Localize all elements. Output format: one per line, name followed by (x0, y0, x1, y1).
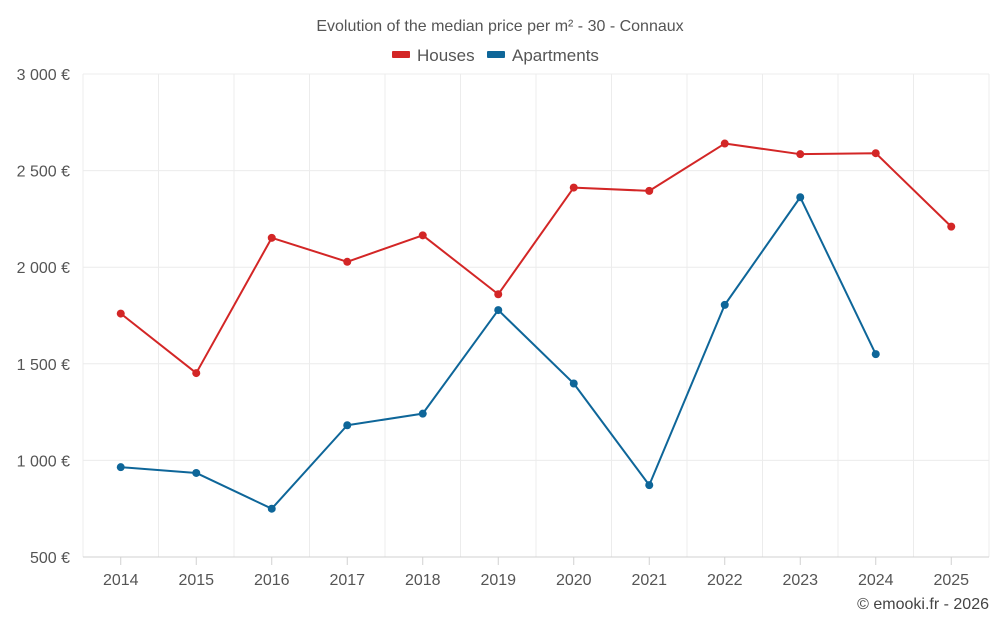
y-tick-label-500: 500 € (30, 550, 70, 567)
y-tick-label-1500: 1 500 € (17, 357, 70, 374)
series-line-houses (120, 142, 952, 375)
legend-label-apartments: Apartments (512, 46, 599, 65)
x-tick-label-2020: 2020 (556, 572, 592, 589)
data-point-apartments-2020[interactable] (569, 379, 578, 388)
data-point-houses-2022[interactable] (720, 139, 729, 148)
data-point-houses-2020[interactable] (569, 183, 578, 192)
series-layer (116, 139, 956, 513)
chart-title: Evolution of the median price per m² - 3… (316, 18, 683, 35)
data-point-apartments-2019[interactable] (494, 306, 503, 315)
legend-swatch-houses (392, 51, 410, 58)
legend-item-apartments[interactable]: Apartments (487, 46, 599, 65)
x-tick-label-2021: 2021 (631, 572, 667, 589)
data-point-apartments-2017[interactable] (343, 421, 352, 430)
data-point-houses-2024[interactable] (871, 149, 880, 158)
legend-label-houses: Houses (417, 46, 475, 65)
data-point-apartments-2024[interactable] (871, 350, 880, 359)
x-tick-label-2015: 2015 (178, 572, 214, 589)
data-point-houses-2017[interactable] (343, 257, 352, 266)
data-point-houses-2014[interactable] (116, 309, 125, 318)
x-tick-label-2019: 2019 (480, 572, 516, 589)
series-houses (116, 139, 956, 378)
grid (82, 73, 990, 557)
legend-swatch-apartments (487, 51, 505, 58)
credit-text: © emooki.fr - 2026 (857, 596, 989, 613)
legend-item-houses[interactable]: Houses (392, 46, 475, 65)
series-apartments (116, 193, 880, 513)
y-tick-label-2000: 2 000 € (17, 260, 70, 277)
data-point-apartments-2016[interactable] (267, 504, 276, 513)
data-point-apartments-2021[interactable] (645, 481, 654, 490)
data-point-houses-2025[interactable] (947, 222, 956, 231)
x-tick-label-2014: 2014 (103, 572, 139, 589)
x-tick-label-2024: 2024 (858, 572, 894, 589)
data-point-houses-2015[interactable] (192, 369, 201, 378)
data-point-houses-2018[interactable] (418, 231, 427, 240)
x-tick-label-2023: 2023 (782, 572, 818, 589)
x-tick-label-2022: 2022 (707, 572, 743, 589)
data-point-apartments-2018[interactable] (418, 409, 427, 418)
y-tick-label-3000: 3 000 € (17, 67, 70, 84)
data-point-apartments-2022[interactable] (720, 300, 729, 309)
y-tick-label-1000: 1 000 € (17, 453, 70, 470)
data-point-apartments-2023[interactable] (796, 193, 805, 202)
data-point-houses-2023[interactable] (796, 150, 805, 159)
y-tick-label-2500: 2 500 € (17, 164, 70, 181)
x-tick-label-2017: 2017 (329, 572, 365, 589)
x-tick-label-2016: 2016 (254, 572, 290, 589)
x-axis: 2014 2015 2016 2017 2018 2019 2020 2021 2022 2023… (83, 556, 989, 589)
data-point-houses-2016[interactable] (267, 233, 276, 242)
data-point-apartments-2014[interactable] (116, 463, 125, 472)
data-point-houses-2019[interactable] (494, 290, 503, 299)
x-tick-label-2018: 2018 (405, 572, 441, 589)
x-tick-label-2025: 2025 (933, 572, 969, 589)
legend: Houses Apartments (392, 46, 599, 65)
data-point-houses-2021[interactable] (645, 186, 654, 195)
y-axis: 500 € 1 000 € 1 500 € 2 000 € 2 500 € 3 000 € (17, 67, 70, 567)
data-point-apartments-2015[interactable] (192, 468, 201, 477)
